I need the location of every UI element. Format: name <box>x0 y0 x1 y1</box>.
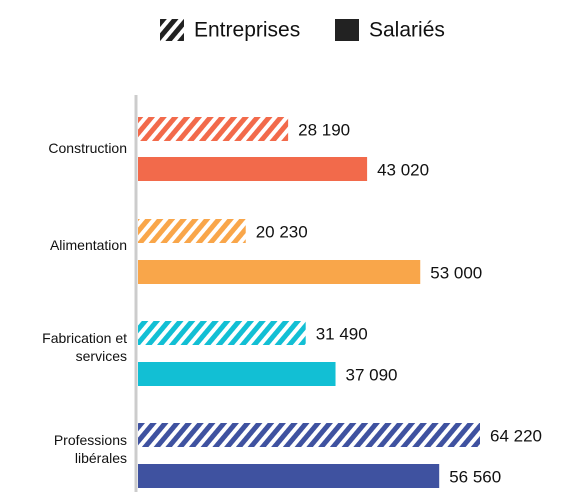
value-label: 28 190 <box>298 120 350 139</box>
value-label: 43 020 <box>377 160 429 179</box>
bar <box>138 260 421 284</box>
bar <box>138 219 246 243</box>
value-label: 20 230 <box>256 222 308 241</box>
legend-label: Salariés <box>369 19 445 42</box>
category-label: Professions libérales <box>53 432 127 466</box>
legend-swatch <box>335 19 359 41</box>
value-label: 37 090 <box>346 365 398 384</box>
bar <box>138 464 440 488</box>
category-label: Alimentation <box>49 237 127 253</box>
category-label: Fabrication et services <box>42 330 127 364</box>
bar <box>138 362 336 386</box>
bar <box>138 321 306 345</box>
bar <box>138 117 289 141</box>
value-label: 64 220 <box>490 426 542 445</box>
value-label: 56 560 <box>449 467 501 486</box>
legend-label: Entreprises <box>194 19 300 42</box>
legend-swatch <box>160 19 184 41</box>
bar <box>138 423 480 447</box>
bar <box>138 157 368 181</box>
value-label: 53 000 <box>430 263 482 282</box>
category-label: Construction <box>48 140 127 156</box>
value-label: 31 490 <box>316 324 368 343</box>
